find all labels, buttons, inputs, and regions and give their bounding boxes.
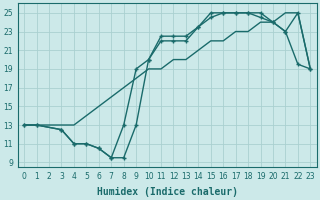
X-axis label: Humidex (Indice chaleur): Humidex (Indice chaleur) bbox=[97, 186, 238, 197]
